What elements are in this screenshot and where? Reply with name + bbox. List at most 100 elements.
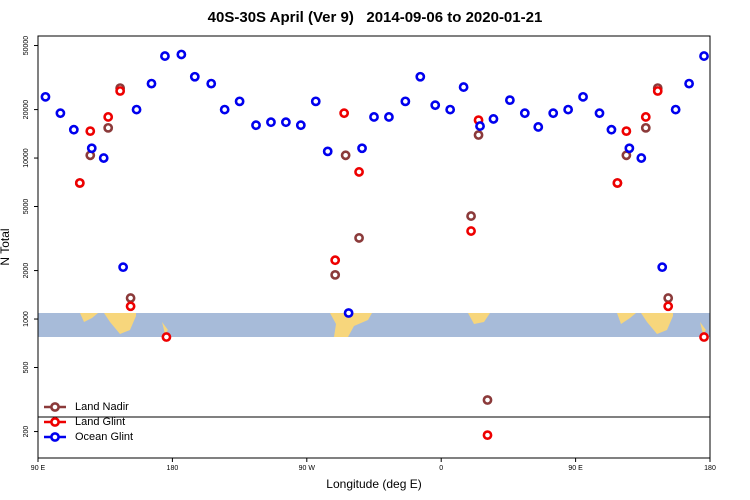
data-point	[160, 51, 170, 61]
data-point	[488, 114, 499, 124]
data-point	[482, 395, 493, 405]
chart-title: 40S-30S April (Ver 9) 2014-09-06 to 2020…	[208, 9, 543, 26]
data-point	[663, 293, 674, 303]
data-point	[55, 108, 66, 119]
data-point	[280, 117, 291, 128]
data-point	[98, 153, 109, 163]
x-axis-label: Longitude (deg E)	[326, 477, 421, 491]
data-point	[684, 78, 694, 89]
x-tick-label: 0	[439, 465, 443, 472]
data-point	[234, 96, 245, 107]
y-tick-label: 50000	[23, 36, 30, 56]
data-point	[357, 143, 367, 154]
data-point	[640, 112, 651, 122]
data-point	[369, 112, 379, 122]
data-point	[125, 301, 136, 312]
data-point	[68, 124, 79, 135]
data-point	[384, 112, 394, 122]
land-mask-inset	[38, 313, 710, 337]
data-point	[131, 104, 142, 115]
data-point	[415, 71, 426, 82]
data-point	[339, 108, 350, 119]
legend: Land Nadir Land Glint Ocean Glint	[44, 401, 133, 443]
data-point	[699, 51, 709, 61]
legend-label: Land Glint	[75, 416, 125, 428]
x-tick-label: 180	[704, 465, 716, 472]
data-point	[548, 108, 559, 119]
data-point	[640, 122, 651, 133]
data-point	[340, 150, 351, 161]
data-point	[663, 301, 674, 312]
data-point	[354, 233, 364, 243]
data-point	[310, 96, 321, 107]
data-point	[475, 121, 485, 131]
data-point	[40, 91, 51, 102]
data-point	[445, 104, 456, 115]
data-point	[657, 262, 668, 273]
land-shape	[613, 313, 673, 334]
data-point	[504, 95, 515, 106]
legend-marker	[50, 417, 60, 427]
data-point	[85, 126, 96, 137]
data-point	[343, 308, 354, 318]
y-tick-label: 10000	[23, 148, 30, 168]
data-point	[699, 332, 709, 342]
legend-label: Land Nadir	[75, 401, 129, 413]
data-point	[115, 86, 126, 96]
data-point	[519, 108, 530, 119]
data-point	[578, 91, 588, 102]
data-point	[354, 167, 364, 177]
data-point	[219, 104, 230, 115]
plot-marks	[40, 49, 709, 441]
data-point	[146, 78, 157, 89]
data-point	[400, 96, 411, 107]
data-point	[118, 262, 129, 273]
data-point	[482, 430, 493, 441]
data-point	[612, 178, 623, 188]
data-point	[161, 332, 172, 342]
legend-marker	[50, 432, 60, 442]
ocean-band	[38, 313, 710, 337]
data-point	[466, 226, 476, 236]
y-tick-label: 1000	[23, 311, 30, 327]
data-point	[330, 255, 341, 266]
data-point	[621, 126, 632, 137]
legend-marker	[50, 402, 60, 412]
land-shape	[330, 313, 372, 337]
data-point	[458, 82, 469, 92]
x-tick-label: 90 W	[299, 465, 316, 472]
data-point	[594, 108, 605, 119]
data-point	[125, 293, 136, 303]
y-axis-label: N Total	[0, 228, 12, 265]
data-point	[466, 211, 476, 221]
land-shape	[468, 313, 490, 324]
data-point	[652, 86, 663, 96]
data-point	[430, 100, 441, 111]
data-point	[176, 49, 187, 60]
data-point	[206, 78, 217, 89]
data-point	[670, 104, 681, 115]
data-point	[103, 122, 114, 133]
land-shape	[76, 313, 136, 334]
data-point	[103, 112, 114, 122]
data-point	[322, 146, 333, 157]
data-point	[473, 130, 484, 140]
data-point	[251, 120, 261, 131]
x-tick-label: 90 E	[568, 465, 583, 472]
data-point	[606, 124, 617, 135]
land-shape	[700, 322, 706, 334]
data-point	[330, 269, 341, 280]
y-tick-label: 20000	[23, 100, 30, 120]
y-tick-label: 2000	[23, 263, 30, 279]
data-point	[295, 120, 306, 131]
y-tick-label: 500	[23, 362, 30, 374]
data-point	[86, 143, 97, 154]
land-shape	[162, 322, 168, 334]
data-point	[533, 122, 544, 132]
x-tick-label: 90 E	[31, 465, 46, 472]
plot-frame	[37, 35, 711, 459]
legend-label: Ocean Glint	[75, 431, 133, 443]
y-tick-label: 5000	[23, 199, 30, 215]
x-tick-label: 180	[167, 465, 179, 472]
